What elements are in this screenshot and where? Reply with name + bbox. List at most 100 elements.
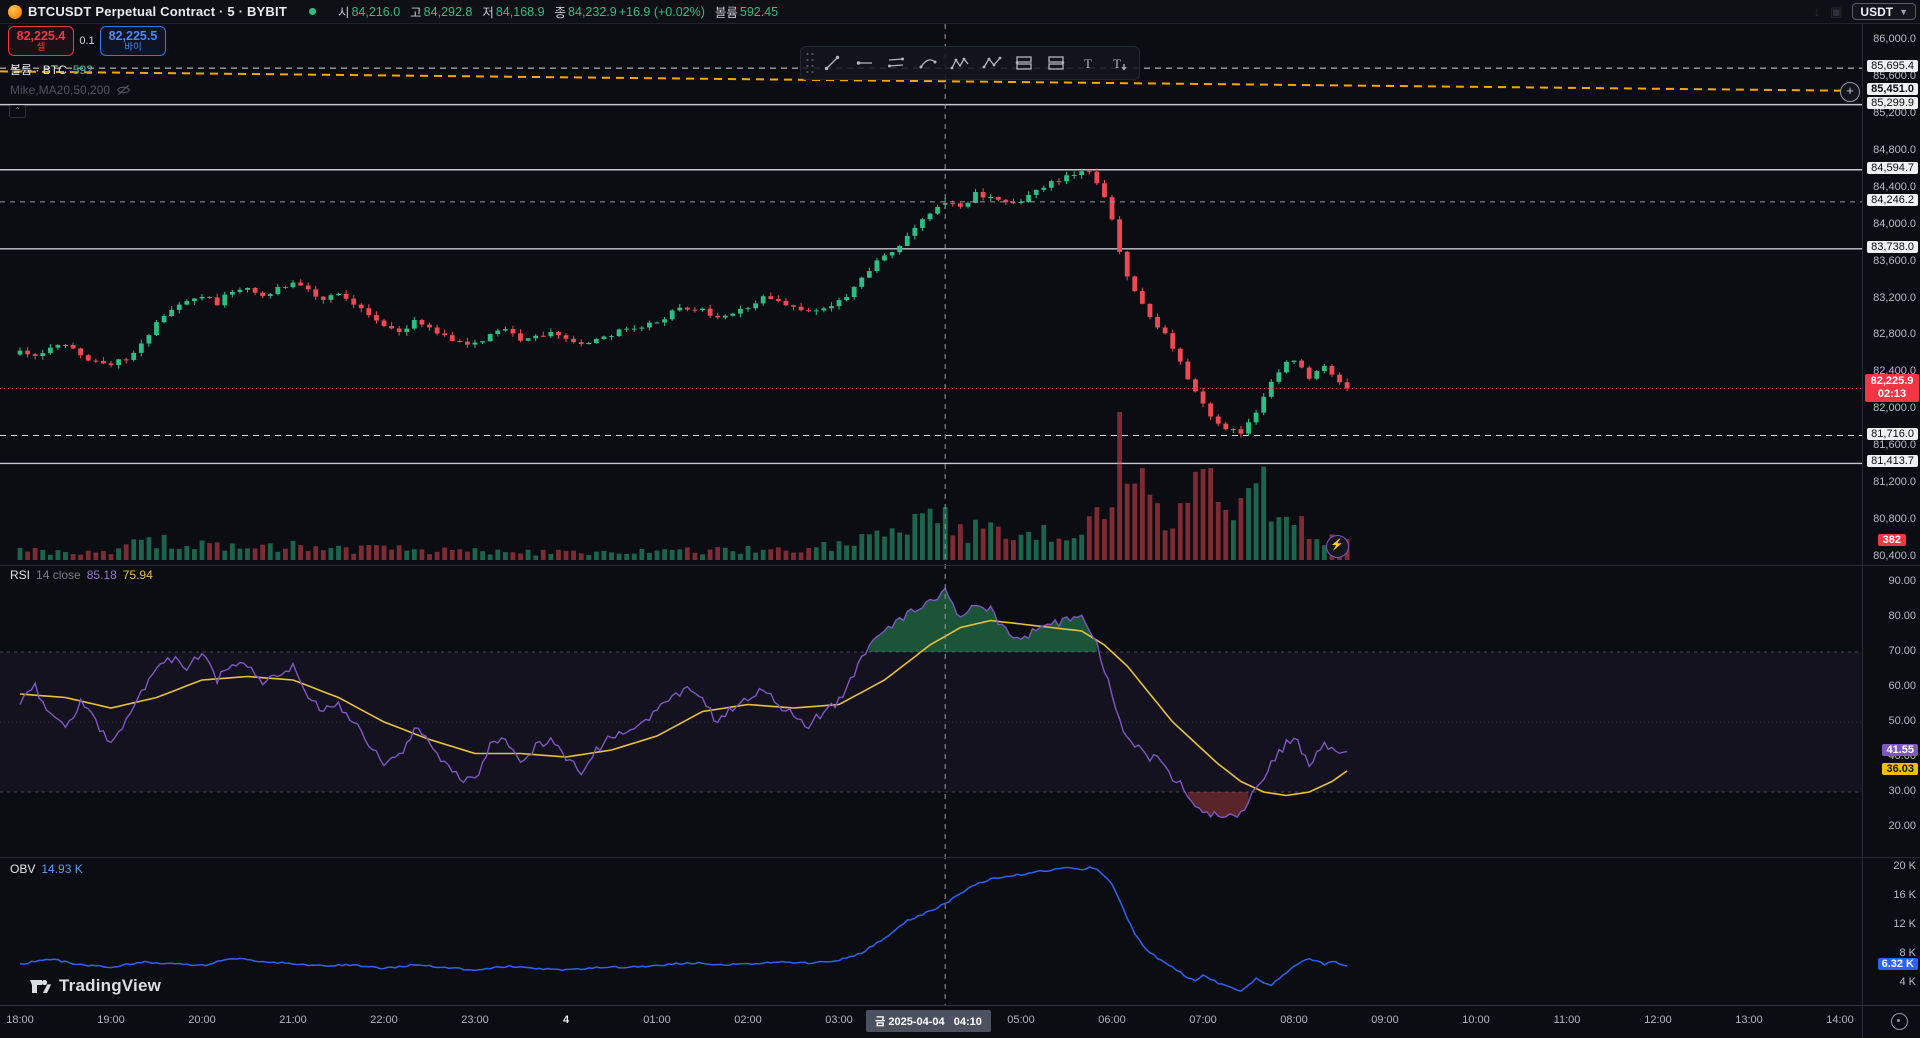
time-label: 18:00 [6,1014,34,1026]
exchange-logo-icon [8,4,22,19]
time-label: 19:00 [97,1014,125,1026]
time-label: 21:00 [279,1014,307,1026]
alert-line-plus-icon[interactable]: + [1840,81,1860,102]
price-axis[interactable]: 86,000.0 85,600.0 85,200.0 84,800.0 84,400.0… [1863,0,1920,1005]
buy-label: 바이 [124,42,142,54]
volume-label: 볼륨 [714,6,738,20]
price-tick: 85,200.0 [1873,106,1916,119]
price-line-label: 81,716.0 [1867,427,1918,440]
obv-legend[interactable]: OBV 14.93 K [10,862,83,876]
time-label: 01:00 [643,1014,671,1026]
sell-label: 셀 [36,42,46,54]
rsi-tick: 20.00 [1888,820,1916,832]
time-label: 4 [562,1014,570,1026]
obv-value-label: 6.32 K [1877,958,1918,971]
time-label: 07:00 [1189,1014,1217,1026]
time-label: 14:00 [1826,1014,1854,1026]
obv-tick: 16 K [1893,888,1916,901]
sell-price: 82,225.4 [16,29,66,43]
price-line-label: 85,451.0 [1867,82,1918,95]
legend-collapse-button[interactable]: ⌃ [9,105,26,118]
price-tick: 84,000.0 [1873,217,1916,230]
crosshair-time-label: 금 2025-04-04 04:10 [866,1010,991,1032]
time-label: 02:00 [734,1014,762,1026]
price-tick: 86,000.0 [1873,33,1916,45]
low-label: 저 [482,6,494,20]
price-tick: 80,800.0 [1873,513,1916,526]
rsi-tick: 70.00 [1888,645,1916,657]
hidden-indicator-legend[interactable]: Mike,MA20,50,200 [10,83,131,97]
low-value: 84,168.9 [495,4,545,19]
close-label: 종 [554,6,567,20]
obv-legend-value: 14.93 K [41,862,83,876]
anchored-text-tool[interactable]: T [1105,49,1135,77]
download-icon[interactable]: ↓ [1813,4,1821,19]
buy-button[interactable]: 82,225.5 바이 [100,26,166,56]
abcd-pattern-tool[interactable] [977,49,1007,77]
time-label: 05:00 [1007,1014,1035,1026]
symbol-title[interactable]: BTCUSDT Perpetual Contract · 5 · BYBIT [28,4,287,19]
volume-legend[interactable]: 볼륨 · BTC 592 [10,61,93,78]
price-tick: 84,400.0 [1873,180,1916,193]
currency-dropdown[interactable]: USDT ▼ [1852,3,1916,20]
price-line-label: 85,299.9 [1867,96,1918,109]
buy-price: 82,225.5 [108,29,158,43]
rsi-tick: 90.00 [1888,575,1916,587]
trend-line-tool[interactable] [817,49,847,77]
volume-legend-title: 볼륨 · BTC [10,63,67,77]
price-line-label: 84,246.2 [1867,193,1918,206]
price-tick: 82,000.0 [1873,402,1916,415]
time-label: 13:00 [1735,1014,1763,1026]
horizontal-ray-tool[interactable] [849,49,879,77]
parallel-channel-tool[interactable] [881,49,911,77]
watermark-text: TradingView [59,976,162,995]
price-tick: 81,200.0 [1873,476,1916,489]
curved-line-tool[interactable] [913,49,943,77]
camera-icon[interactable]: ▣ [1830,3,1843,19]
price-line-label: 85,695.4 [1867,60,1918,73]
time-label: 06:00 [1098,1014,1126,1026]
spread-value: 0.1 [79,35,95,47]
timezone-clock-icon[interactable] [1891,1013,1908,1030]
time-label: 12:00 [1644,1014,1672,1026]
time-label: 22:00 [370,1014,398,1026]
price-line-label: 83,738.0 [1867,240,1918,253]
rsi-ma-value-label: 36.03 [1882,762,1918,775]
volume-value-label: 382 [1877,534,1906,546]
chevron-down-icon: ▼ [1899,6,1908,17]
price-tick: 82,800.0 [1873,328,1916,341]
header-bar: BTCUSDT Perpetual Contract · 5 · BYBIT 시… [0,0,1920,24]
price-tick: 82,400.0 [1873,365,1916,378]
close-value: 84,232.9 [568,4,617,19]
obv-legend-title: OBV [10,862,36,876]
currency-dropdown-value: USDT [1860,4,1894,19]
quick-trade-lightning-button[interactable]: ⚡ [1325,535,1349,558]
drawing-toolbar: T T [800,46,1140,80]
time-label: 08:00 [1280,1014,1308,1026]
obv-tick: 4 K [1899,975,1916,988]
chevron-up-icon: ⌃ [14,106,21,115]
rsi-value-label: 41.55 [1882,743,1918,756]
toolbar-drag-handle[interactable] [805,51,815,75]
time-label: 03:00 [825,1014,853,1026]
price-tick: 85,600.0 [1873,69,1916,82]
rsi-legend-params: 14 close [36,568,81,582]
long-position-tool[interactable] [1009,49,1039,77]
price-tick: 83,200.0 [1873,291,1916,304]
obv-tick: 8 K [1899,946,1916,959]
rsi-legend[interactable]: RSI 14 close 85.18 75.94 [10,568,153,582]
price-tick: 83,600.0 [1873,254,1916,267]
eye-off-icon[interactable] [116,84,131,96]
text-tool[interactable]: T [1073,49,1103,77]
time-axis[interactable]: 18:00 19:00 20:00 21:00 22:00 23:00 4 01:00 02:0… [0,1006,1920,1038]
tradingview-watermark[interactable]: TradingView [28,974,161,998]
rsi-tick: 80.00 [1888,610,1916,622]
high-value: 84,292.8 [423,4,473,19]
svg-text:T: T [1084,56,1092,71]
sell-button[interactable]: 82,225.4 셀 [8,26,74,56]
short-position-tool[interactable] [1041,49,1071,77]
xabcd-pattern-tool[interactable] [945,49,975,77]
obv-tick: 20 K [1893,860,1916,872]
